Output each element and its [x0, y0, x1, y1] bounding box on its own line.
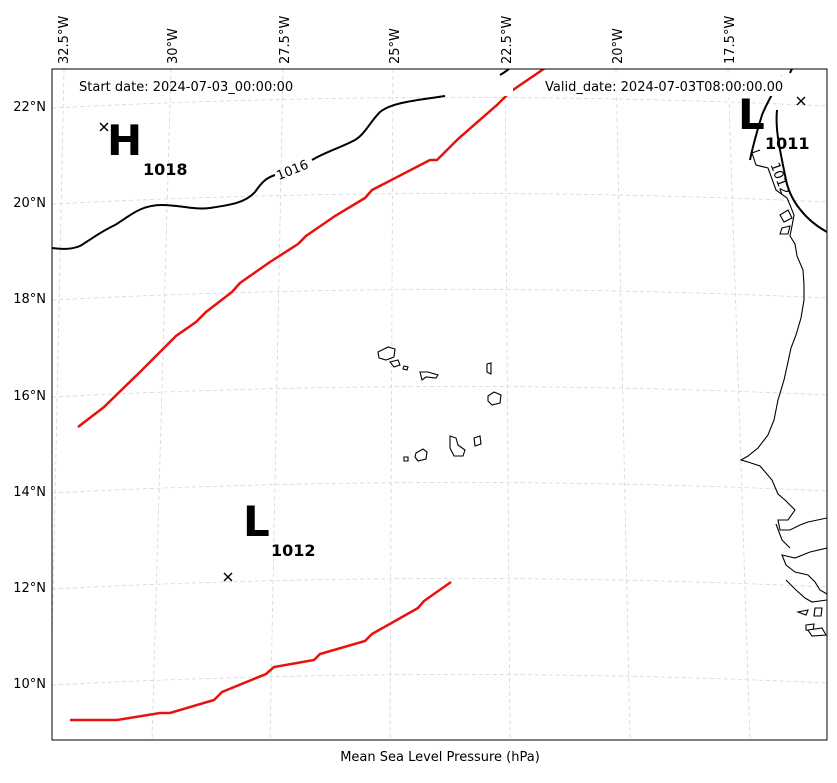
valid-date-box: [540, 76, 806, 96]
map-frame-bg: [52, 69, 827, 740]
map-caption: Mean Sea Level Pressure (hPa): [340, 750, 540, 765]
parallel-12n: [52, 578, 827, 590]
high-center-letter: H: [107, 116, 142, 165]
island-maio: [473, 435, 482, 447]
parallel-20n: [52, 193, 827, 205]
map-frame: [51, 68, 828, 741]
map-content: [52, 69, 827, 740]
lat-tick-16n: 16°N: [13, 389, 46, 404]
coastal-islet-6: [807, 627, 827, 637]
island-santa-luzia: [402, 365, 409, 371]
coastal-islet-2: [779, 225, 791, 235]
front-line-south: [70, 580, 452, 722]
lat-tick-18n: 18°N: [13, 292, 46, 307]
center-marker-high: [99, 122, 109, 132]
island-sao-nicolau: [419, 371, 439, 381]
isobar-1012-right: [775, 109, 827, 233]
coastline-southern: [775, 523, 827, 603]
island-brava: [403, 456, 409, 462]
coastline-guinea: [781, 547, 827, 595]
front-line-north: [77, 69, 546, 428]
high-center-value: 1018: [143, 160, 188, 179]
start-date-label: Start date: 2024-07-03_00:00:00: [79, 80, 293, 95]
island-fogo: [414, 448, 428, 462]
coastal-islet-3: [796, 609, 809, 616]
island-santiago: [449, 435, 466, 457]
parallel-10n: [52, 674, 827, 686]
lat-tick-20n: 20°N: [13, 196, 46, 211]
lon-tick-30w: 30°W: [166, 28, 181, 64]
parallel-16n: [52, 386, 827, 398]
lat-tick-14n: 14°N: [13, 485, 46, 500]
coastal-islet-1: [779, 209, 793, 223]
lat-tick-10n: 10°N: [13, 677, 46, 692]
lat-tick-22n: 22°N: [13, 100, 46, 115]
valid-date-box-left: [445, 76, 513, 96]
lat-tick-12n: 12°N: [13, 581, 46, 596]
valid-date-label: Valid_date: 2024-07-03T08:00:00.00: [545, 80, 783, 95]
island-boa-vista: [487, 391, 502, 406]
low-center-letter-south: L: [243, 497, 270, 546]
lon-tick-25w: 25°W: [388, 28, 403, 64]
center-marker-low-south: [223, 572, 233, 582]
lon-tick-17-5w: 17.5°W: [723, 16, 738, 64]
parallel-18n: [52, 289, 827, 301]
cape-verde-islands: [377, 346, 502, 462]
island-sao-vicente: [389, 359, 401, 368]
isobar-1016-upper: [499, 69, 511, 76]
low-center-letter-northeast: L: [738, 90, 765, 139]
center-marker-low-northeast: [796, 96, 806, 106]
coastal-islet-4: [813, 607, 823, 617]
parallel-14n: [52, 482, 827, 494]
isobar-1016: [52, 95, 446, 250]
lon-tick-20w: 20°W: [611, 28, 626, 64]
lon-tick-32-5w: 32.5°W: [57, 16, 72, 64]
island-santo-antao: [377, 346, 396, 361]
lon-tick-22-5w: 22.5°W: [500, 16, 515, 64]
low-center-value-northeast: 1011: [765, 134, 810, 153]
african-coastline: [739, 149, 827, 531]
low-center-value-south: 1012: [271, 541, 316, 560]
island-sal: [486, 362, 492, 375]
lon-tick-27-5w: 27.5°W: [278, 16, 293, 64]
